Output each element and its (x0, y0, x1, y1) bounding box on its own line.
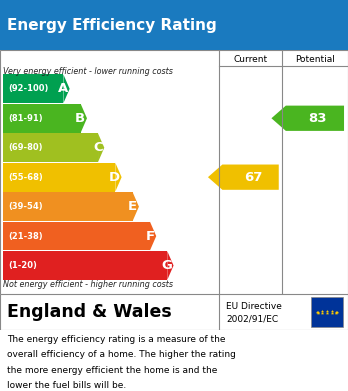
Text: lower the fuel bills will be.: lower the fuel bills will be. (7, 381, 126, 390)
Bar (3, 74, 63, 103)
Bar (3, 192, 133, 221)
Text: Not energy efficient - higher running costs: Not energy efficient - higher running co… (3, 280, 174, 289)
Text: E: E (128, 200, 137, 213)
Polygon shape (150, 222, 156, 250)
Text: England & Wales: England & Wales (7, 303, 172, 321)
Bar (3, 222, 150, 250)
Text: (21-38): (21-38) (8, 231, 42, 240)
Text: the more energy efficient the home is and the: the more energy efficient the home is an… (7, 366, 218, 375)
Polygon shape (63, 74, 70, 103)
Polygon shape (98, 133, 104, 162)
Text: C: C (93, 141, 103, 154)
Text: Potential: Potential (295, 55, 335, 64)
Text: (81-91): (81-91) (8, 114, 42, 123)
Text: F: F (145, 230, 155, 242)
Text: (92-100): (92-100) (8, 84, 48, 93)
Text: The energy efficiency rating is a measure of the: The energy efficiency rating is a measur… (7, 335, 226, 344)
Text: Very energy efficient - lower running costs: Very energy efficient - lower running co… (3, 67, 173, 76)
Bar (311, 297, 343, 328)
Text: (69-80): (69-80) (8, 143, 42, 152)
Text: 2002/91/EC: 2002/91/EC (226, 315, 278, 324)
Text: EU Directive: EU Directive (226, 302, 282, 311)
Text: 83: 83 (309, 112, 327, 125)
Text: B: B (75, 112, 85, 125)
Bar (3, 133, 98, 162)
Bar (3, 251, 167, 280)
Polygon shape (115, 163, 121, 192)
Bar (3, 104, 81, 133)
Text: (39-54): (39-54) (8, 202, 42, 211)
Text: 67: 67 (244, 170, 263, 184)
Polygon shape (208, 165, 279, 190)
Polygon shape (271, 106, 344, 131)
Text: overall efficiency of a home. The higher the rating: overall efficiency of a home. The higher… (7, 350, 236, 359)
Text: A: A (58, 83, 68, 95)
Text: (1-20): (1-20) (8, 261, 37, 270)
Bar (3, 163, 115, 192)
Polygon shape (167, 251, 174, 280)
Text: G: G (161, 259, 172, 272)
Polygon shape (81, 104, 87, 133)
Text: D: D (109, 170, 120, 184)
Text: Current: Current (234, 55, 268, 64)
Text: (55-68): (55-68) (8, 173, 43, 182)
Text: Energy Efficiency Rating: Energy Efficiency Rating (7, 18, 217, 32)
Polygon shape (133, 192, 139, 221)
